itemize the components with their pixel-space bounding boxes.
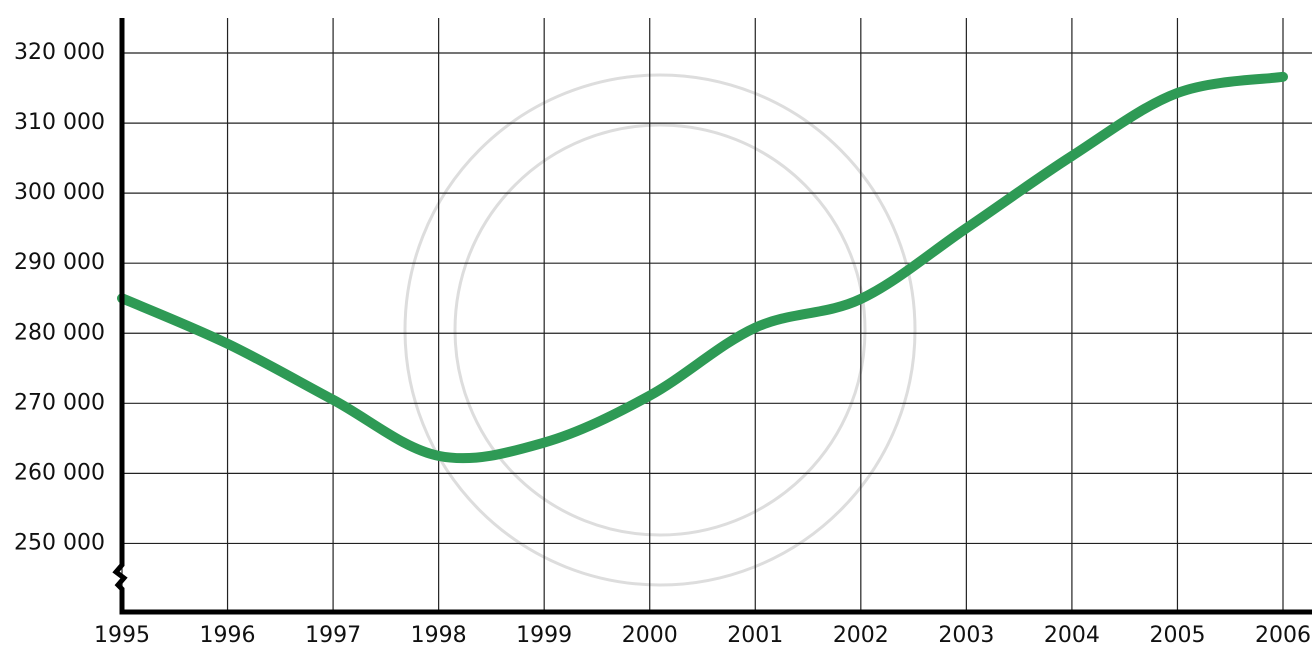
y-tick-label: 280 000 bbox=[14, 320, 105, 345]
y-tick-label: 320 000 bbox=[14, 40, 105, 65]
x-tick-label: 1995 bbox=[94, 623, 150, 648]
grid bbox=[122, 18, 1312, 610]
watermark bbox=[405, 75, 915, 585]
axes bbox=[116, 18, 1312, 612]
y-tick-label: 250 000 bbox=[14, 530, 105, 555]
y-tick-label: 260 000 bbox=[14, 460, 105, 485]
axis-line bbox=[116, 18, 1312, 612]
x-tick-label: 1999 bbox=[516, 623, 572, 648]
x-tick-label: 2002 bbox=[833, 623, 889, 648]
marks bbox=[122, 77, 1283, 458]
chart: 250 000 260 000 270 000 280 000 290 000 300 0… bbox=[0, 0, 1315, 648]
x-tick-label: 2001 bbox=[727, 623, 783, 648]
y-tick-label: 310 000 bbox=[14, 110, 105, 135]
x-tick-label: 2000 bbox=[622, 623, 678, 648]
x-tick-label: 2006 bbox=[1255, 623, 1311, 648]
x-tick-label: 2004 bbox=[1044, 623, 1100, 648]
y-tick-label: 290 000 bbox=[14, 250, 105, 275]
line bbox=[122, 77, 1283, 458]
y-tick-label: 300 000 bbox=[14, 180, 105, 205]
x-tick-label: 1996 bbox=[200, 623, 256, 648]
y-tick-label: 270 000 bbox=[14, 390, 105, 415]
x-tick-label: 1997 bbox=[305, 623, 361, 648]
x-tick-label: 1998 bbox=[411, 623, 467, 648]
x-tick-label: 2003 bbox=[938, 623, 994, 648]
x-tick-label: 2005 bbox=[1149, 623, 1205, 648]
